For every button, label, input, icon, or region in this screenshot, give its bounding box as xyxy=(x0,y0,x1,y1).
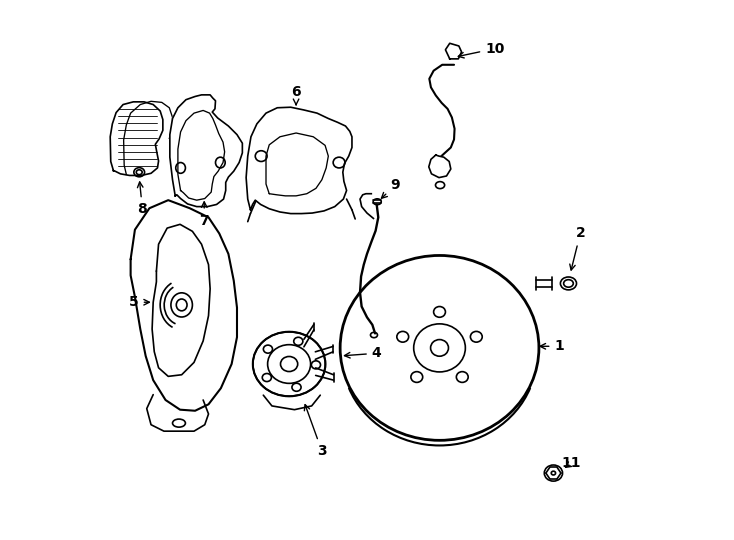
Text: 11: 11 xyxy=(562,456,581,470)
Polygon shape xyxy=(429,155,451,178)
Text: 10: 10 xyxy=(458,42,504,58)
Text: 1: 1 xyxy=(540,339,564,353)
Polygon shape xyxy=(446,43,462,59)
Text: 5: 5 xyxy=(129,295,150,309)
Text: 2: 2 xyxy=(570,226,585,270)
Text: 8: 8 xyxy=(137,182,148,217)
Polygon shape xyxy=(246,107,352,214)
Text: 7: 7 xyxy=(200,202,209,227)
Text: 9: 9 xyxy=(382,178,400,198)
Text: 6: 6 xyxy=(291,85,301,105)
Polygon shape xyxy=(170,95,242,207)
Text: 3: 3 xyxy=(305,404,327,458)
Ellipse shape xyxy=(545,465,562,481)
Ellipse shape xyxy=(252,332,325,396)
Polygon shape xyxy=(131,200,237,411)
Polygon shape xyxy=(110,102,163,176)
Text: 4: 4 xyxy=(344,346,382,360)
Ellipse shape xyxy=(560,277,576,290)
